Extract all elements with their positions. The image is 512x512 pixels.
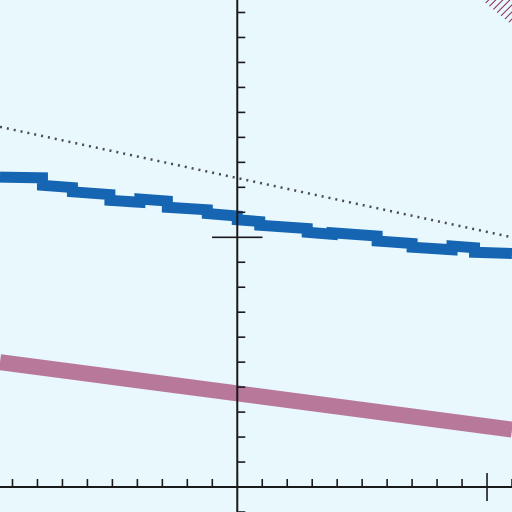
series-line-2 [0, 177, 512, 253]
hatched-region [482, 0, 512, 25]
series-line-3 [0, 362, 512, 429]
